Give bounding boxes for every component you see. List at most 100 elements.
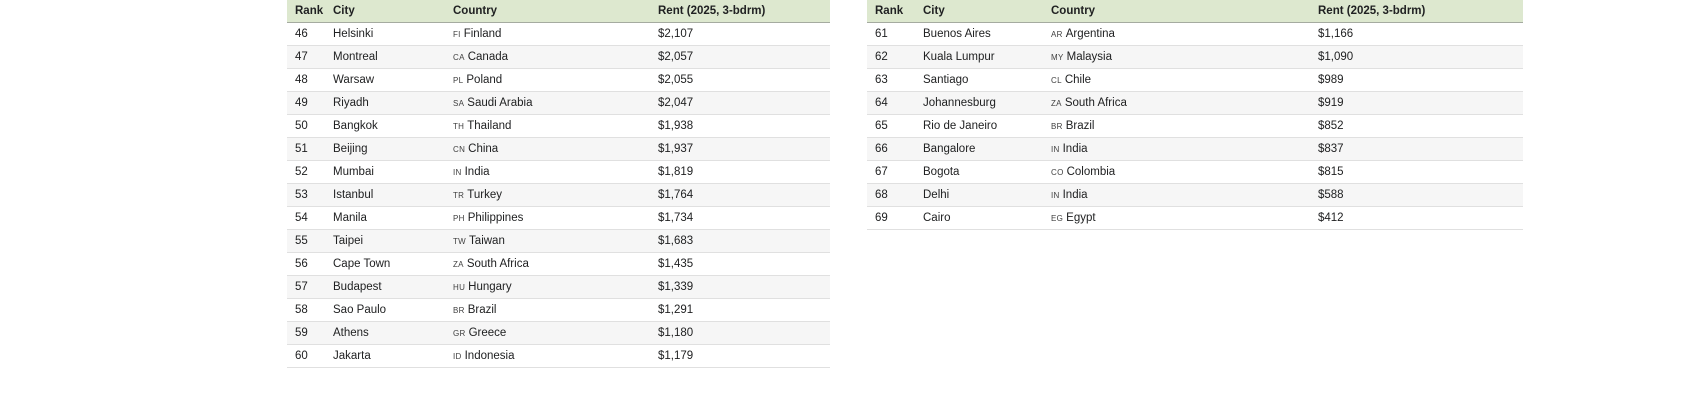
rent-cell: $588 bbox=[1310, 183, 1523, 207]
country-code: ZA bbox=[1051, 99, 1062, 108]
city-cell: Santiago bbox=[915, 68, 1043, 92]
rank-cell: 60 bbox=[287, 344, 325, 368]
country-name: Poland bbox=[466, 74, 503, 86]
rank-cell: 48 bbox=[287, 68, 325, 92]
rank-cell: 46 bbox=[287, 22, 325, 46]
table-row: 52 Mumbai IN India $1,819 bbox=[287, 160, 830, 184]
country-name: Hungary bbox=[468, 281, 512, 293]
country-cell: BR Brazil bbox=[445, 298, 650, 322]
rent-cell: $1,179 bbox=[650, 344, 830, 368]
country-code: CA bbox=[453, 53, 465, 62]
country-name: Finland bbox=[463, 28, 502, 40]
country-name: Brazil bbox=[467, 304, 497, 316]
table-row: 46 Helsinki FI Finland $2,107 bbox=[287, 22, 830, 46]
city-cell: Mumbai bbox=[325, 160, 445, 184]
rank-cell: 58 bbox=[287, 298, 325, 322]
country-name: South Africa bbox=[1064, 97, 1127, 109]
table-row: 66 Bangalore IN India $837 bbox=[867, 137, 1523, 161]
table-header-row: Rank City Country Rent (2025, 3-bdrm) bbox=[287, 0, 830, 23]
city-cell: Warsaw bbox=[325, 68, 445, 92]
rank-cell: 56 bbox=[287, 252, 325, 276]
country-name: China bbox=[468, 143, 499, 155]
country-code: IN bbox=[453, 168, 462, 177]
table-row: 58 Sao Paulo BR Brazil $1,291 bbox=[287, 298, 830, 322]
country-code: FI bbox=[453, 30, 461, 39]
rank-cell: 59 bbox=[287, 321, 325, 345]
table-header-row: Rank City Country Rent (2025, 3-bdrm) bbox=[867, 0, 1523, 23]
country-code: GR bbox=[453, 329, 466, 338]
country-cell: IN India bbox=[1043, 137, 1310, 161]
country-cell: FI Finland bbox=[445, 22, 650, 46]
rank-cell: 49 bbox=[287, 91, 325, 115]
country-code: IN bbox=[1051, 145, 1060, 154]
country-cell: IN India bbox=[445, 160, 650, 184]
country-code: PL bbox=[453, 76, 464, 85]
rank-cell: 53 bbox=[287, 183, 325, 207]
table-row: 69 Cairo EG Egypt $412 bbox=[867, 206, 1523, 230]
rent-cell: $412 bbox=[1310, 206, 1523, 230]
city-cell: Bangkok bbox=[325, 114, 445, 138]
country-cell: CA Canada bbox=[445, 45, 650, 69]
rent-cell: $1,339 bbox=[650, 275, 830, 299]
city-cell: Istanbul bbox=[325, 183, 445, 207]
table-row: 55 Taipei TW Taiwan $1,683 bbox=[287, 229, 830, 253]
rent-cell: $1,819 bbox=[650, 160, 830, 184]
country-code: BR bbox=[1051, 122, 1063, 131]
column-header-rank: Rank bbox=[287, 0, 325, 23]
rank-cell: 61 bbox=[867, 22, 915, 46]
rank-cell: 66 bbox=[867, 137, 915, 161]
rent-cell: $2,107 bbox=[650, 22, 830, 46]
country-cell: BR Brazil bbox=[1043, 114, 1310, 138]
country-name: Saudi Arabia bbox=[467, 97, 533, 109]
country-code: HU bbox=[453, 283, 466, 292]
country-name: South Africa bbox=[466, 258, 529, 270]
table-row: 68 Delhi IN India $588 bbox=[867, 183, 1523, 207]
country-name: Canada bbox=[467, 51, 509, 63]
country-cell: ZA South Africa bbox=[1043, 91, 1310, 115]
city-cell: Cairo bbox=[915, 206, 1043, 230]
rank-cell: 50 bbox=[287, 114, 325, 138]
rent-cell: $1,683 bbox=[650, 229, 830, 253]
table-row: 54 Manila PH Philippines $1,734 bbox=[287, 206, 830, 230]
city-cell: Taipei bbox=[325, 229, 445, 253]
country-name: Taiwan bbox=[469, 235, 505, 247]
country-cell: ZA South Africa bbox=[445, 252, 650, 276]
country-cell: PL Poland bbox=[445, 68, 650, 92]
table-row: 63 Santiago CL Chile $989 bbox=[867, 68, 1523, 92]
table-row: 47 Montreal CA Canada $2,057 bbox=[287, 45, 830, 69]
city-cell: Kuala Lumpur bbox=[915, 45, 1043, 69]
country-code: TW bbox=[453, 237, 467, 246]
city-cell: Sao Paulo bbox=[325, 298, 445, 322]
country-cell: CO Colombia bbox=[1043, 160, 1310, 184]
country-code: ID bbox=[453, 352, 462, 361]
column-header-rank: Rank bbox=[867, 0, 915, 23]
rent-cell: $2,047 bbox=[650, 91, 830, 115]
city-cell: Montreal bbox=[325, 45, 445, 69]
country-code: ZA bbox=[453, 260, 464, 269]
rank-cell: 47 bbox=[287, 45, 325, 69]
rent-cell: $1,938 bbox=[650, 114, 830, 138]
rent-cell: $1,291 bbox=[650, 298, 830, 322]
city-cell: Athens bbox=[325, 321, 445, 345]
country-name: Chile bbox=[1064, 74, 1092, 86]
city-cell: Beijing bbox=[325, 137, 445, 161]
country-code: CO bbox=[1051, 168, 1064, 177]
country-code: CL bbox=[1051, 76, 1062, 85]
rank-cell: 55 bbox=[287, 229, 325, 253]
country-name: Thailand bbox=[467, 120, 512, 132]
country-cell: CN China bbox=[445, 137, 650, 161]
country-code: PH bbox=[453, 214, 465, 223]
rent-cell: $1,937 bbox=[650, 137, 830, 161]
column-header-rent: Rent (2025, 3-bdrm) bbox=[650, 0, 830, 23]
rank-cell: 64 bbox=[867, 91, 915, 115]
rent-cell: $1,180 bbox=[650, 321, 830, 345]
table-row: 64 Johannesburg ZA South Africa $919 bbox=[867, 91, 1523, 115]
rent-cell: $989 bbox=[1310, 68, 1523, 92]
country-code: TR bbox=[453, 191, 465, 200]
rent-cell: $852 bbox=[1310, 114, 1523, 138]
country-name: Malaysia bbox=[1066, 51, 1112, 63]
rank-cell: 62 bbox=[867, 45, 915, 69]
rank-cell: 51 bbox=[287, 137, 325, 161]
country-code: SA bbox=[453, 99, 465, 108]
city-cell: Jakarta bbox=[325, 344, 445, 368]
